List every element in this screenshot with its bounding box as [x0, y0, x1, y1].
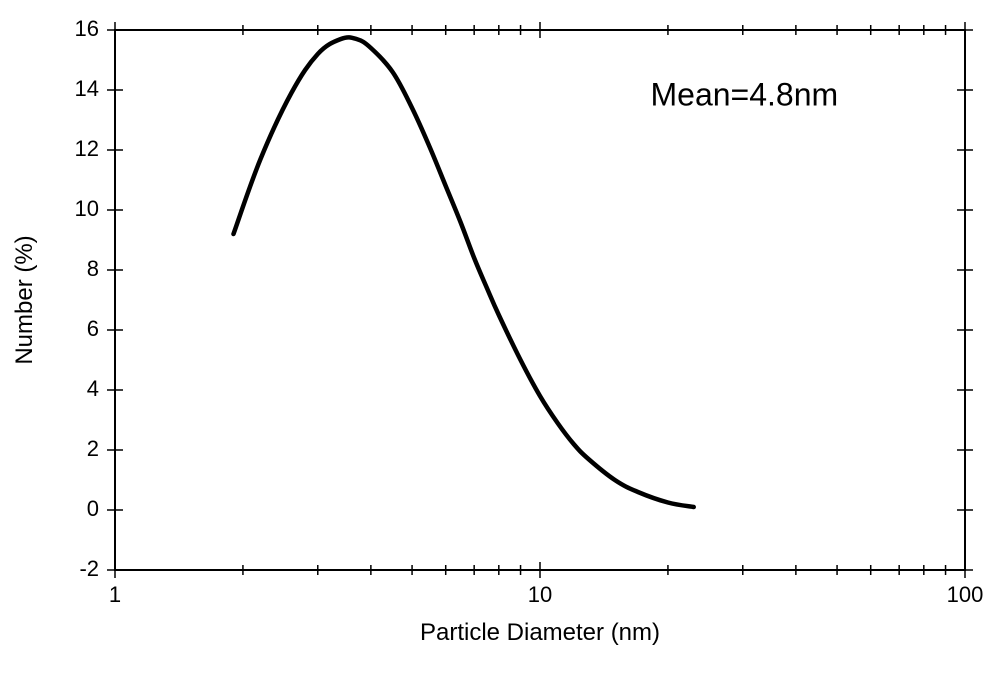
y-tick-label: 10	[75, 196, 99, 221]
y-tick-label: 14	[75, 76, 99, 101]
y-tick-label: 12	[75, 136, 99, 161]
y-tick-label: -2	[79, 556, 99, 581]
y-tick-label: 4	[87, 376, 99, 401]
y-tick-label: 8	[87, 256, 99, 281]
x-tick-label: 100	[947, 582, 984, 607]
y-tick-label: 16	[75, 16, 99, 41]
y-tick-label: 6	[87, 316, 99, 341]
y-tick-label: 2	[87, 436, 99, 461]
y-tick-label: 0	[87, 496, 99, 521]
mean-annotation: Mean=4.8nm	[651, 77, 839, 113]
x-tick-label: 1	[109, 582, 121, 607]
chart-container: -2 0 2 4 6 8 10 12 14 16 1 10 100 Particle Diameter (…	[0, 0, 1000, 683]
x-tick-label: 10	[528, 582, 552, 607]
chart-svg: -2 0 2 4 6 8 10 12 14 16 1 10 100 Particle Diameter (…	[0, 0, 1000, 683]
y-axis-label: Number (%)	[11, 235, 38, 364]
x-axis-label: Particle Diameter (nm)	[420, 619, 660, 646]
